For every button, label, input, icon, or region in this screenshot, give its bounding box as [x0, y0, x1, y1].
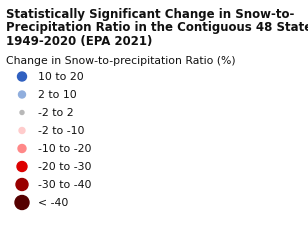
Text: 1949-2020 (EPA 2021): 1949-2020 (EPA 2021)	[6, 35, 152, 48]
Text: 2 to 10: 2 to 10	[38, 90, 77, 100]
Text: Precipitation Ratio in the Contiguous 48 States,: Precipitation Ratio in the Contiguous 48…	[6, 22, 308, 35]
Circle shape	[20, 110, 24, 114]
Text: -20 to -30: -20 to -30	[38, 162, 91, 172]
Text: -10 to -20: -10 to -20	[38, 144, 91, 154]
Text: 10 to 20: 10 to 20	[38, 72, 84, 82]
Circle shape	[19, 128, 25, 134]
Text: Statistically Significant Change in Snow-to-: Statistically Significant Change in Snow…	[6, 8, 294, 21]
Circle shape	[15, 196, 29, 209]
Text: -2 to -10: -2 to -10	[38, 126, 84, 136]
Text: -30 to -40: -30 to -40	[38, 180, 91, 190]
Circle shape	[18, 144, 26, 152]
Text: -2 to 2: -2 to 2	[38, 108, 74, 118]
Circle shape	[18, 91, 26, 98]
Circle shape	[18, 72, 26, 81]
Text: Change in Snow-to-precipitation Ratio (%): Change in Snow-to-precipitation Ratio (%…	[6, 56, 236, 66]
Circle shape	[17, 162, 27, 172]
Text: < -40: < -40	[38, 198, 68, 207]
Circle shape	[16, 178, 28, 190]
